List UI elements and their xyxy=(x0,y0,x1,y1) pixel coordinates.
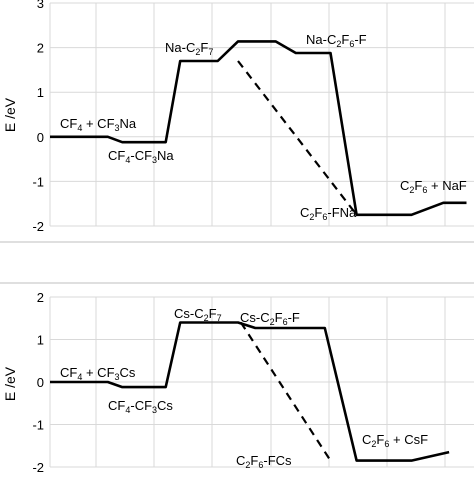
top-ytick-0: 3 xyxy=(37,0,44,11)
chart-bottom-label-complex: CF4-CF3Cs xyxy=(108,398,173,415)
top-ytick-2: 1 xyxy=(37,85,44,100)
chart-top-series xyxy=(50,40,467,217)
chart-top-label-na-c2f6-f: Na-C2F6-F xyxy=(306,32,367,49)
bot-ytick-4: -2 xyxy=(32,460,44,474)
chart-top-ytick-labels: 3 2 1 0 -1 -2 xyxy=(32,0,44,234)
chart-top-label-na-c2f7: Na-C2F7 xyxy=(165,40,213,57)
top-ytick-1: 2 xyxy=(37,41,44,56)
chart-bottom-label-products: C2F6 + CsF xyxy=(362,432,428,449)
top-series-solid-0 xyxy=(50,40,467,217)
chart-bottom: 2 1 0 -1 -2 E /eV CF4 + CF3Cs CF4-CF3Cs Cs-C… xyxy=(0,282,474,475)
bot-series-solid-0 xyxy=(50,321,450,462)
chart-top-label-c2f6-fna: C2F6-FNa xyxy=(300,205,357,222)
chart-top-label-products: C2F6 + NaF xyxy=(400,178,467,195)
bot-ytick-2: 0 xyxy=(37,375,44,390)
bot-series-dashed-1 xyxy=(239,321,332,462)
chart-bottom-label-cs-c2f7: Cs-C2F7 xyxy=(174,306,222,323)
chart-bottom-label-reactants: CF4 + CF3Cs xyxy=(60,365,136,382)
chart-top-y-axis-label: E /eV xyxy=(2,97,18,132)
chart-bottom-series xyxy=(50,321,450,462)
chart-top-frame xyxy=(0,241,474,243)
chart-top-label-complex: CF4-CF3Na xyxy=(108,148,174,165)
chart-bottom-y-axis-label: E /eV xyxy=(2,366,18,401)
chart-bottom-frame xyxy=(0,282,474,284)
top-series-dashed-1 xyxy=(237,60,358,216)
chart-top-gridlines xyxy=(49,2,474,227)
chart-top: 3 2 1 0 -1 -2 E /eV CF4 + CF3Na CF4-CF3Na Na-… xyxy=(0,0,474,243)
top-ytick-5: -2 xyxy=(32,219,44,234)
chart-top-label-reactants: CF4 + CF3Na xyxy=(60,116,137,133)
bot-ytick-1: 1 xyxy=(37,333,44,348)
chart-bottom-label-c2f6-fcs: C2F6-FCs xyxy=(236,453,292,470)
top-ytick-4: -1 xyxy=(32,174,44,189)
top-ytick-3: 0 xyxy=(37,130,44,145)
bot-ytick-3: -1 xyxy=(32,418,44,433)
chart-bottom-label-cs-c2f6-f: Cs-C2F6-F xyxy=(240,310,300,327)
chart-bottom-ytick-labels: 2 1 0 -1 -2 xyxy=(32,290,44,475)
bot-ytick-0: 2 xyxy=(37,290,44,305)
